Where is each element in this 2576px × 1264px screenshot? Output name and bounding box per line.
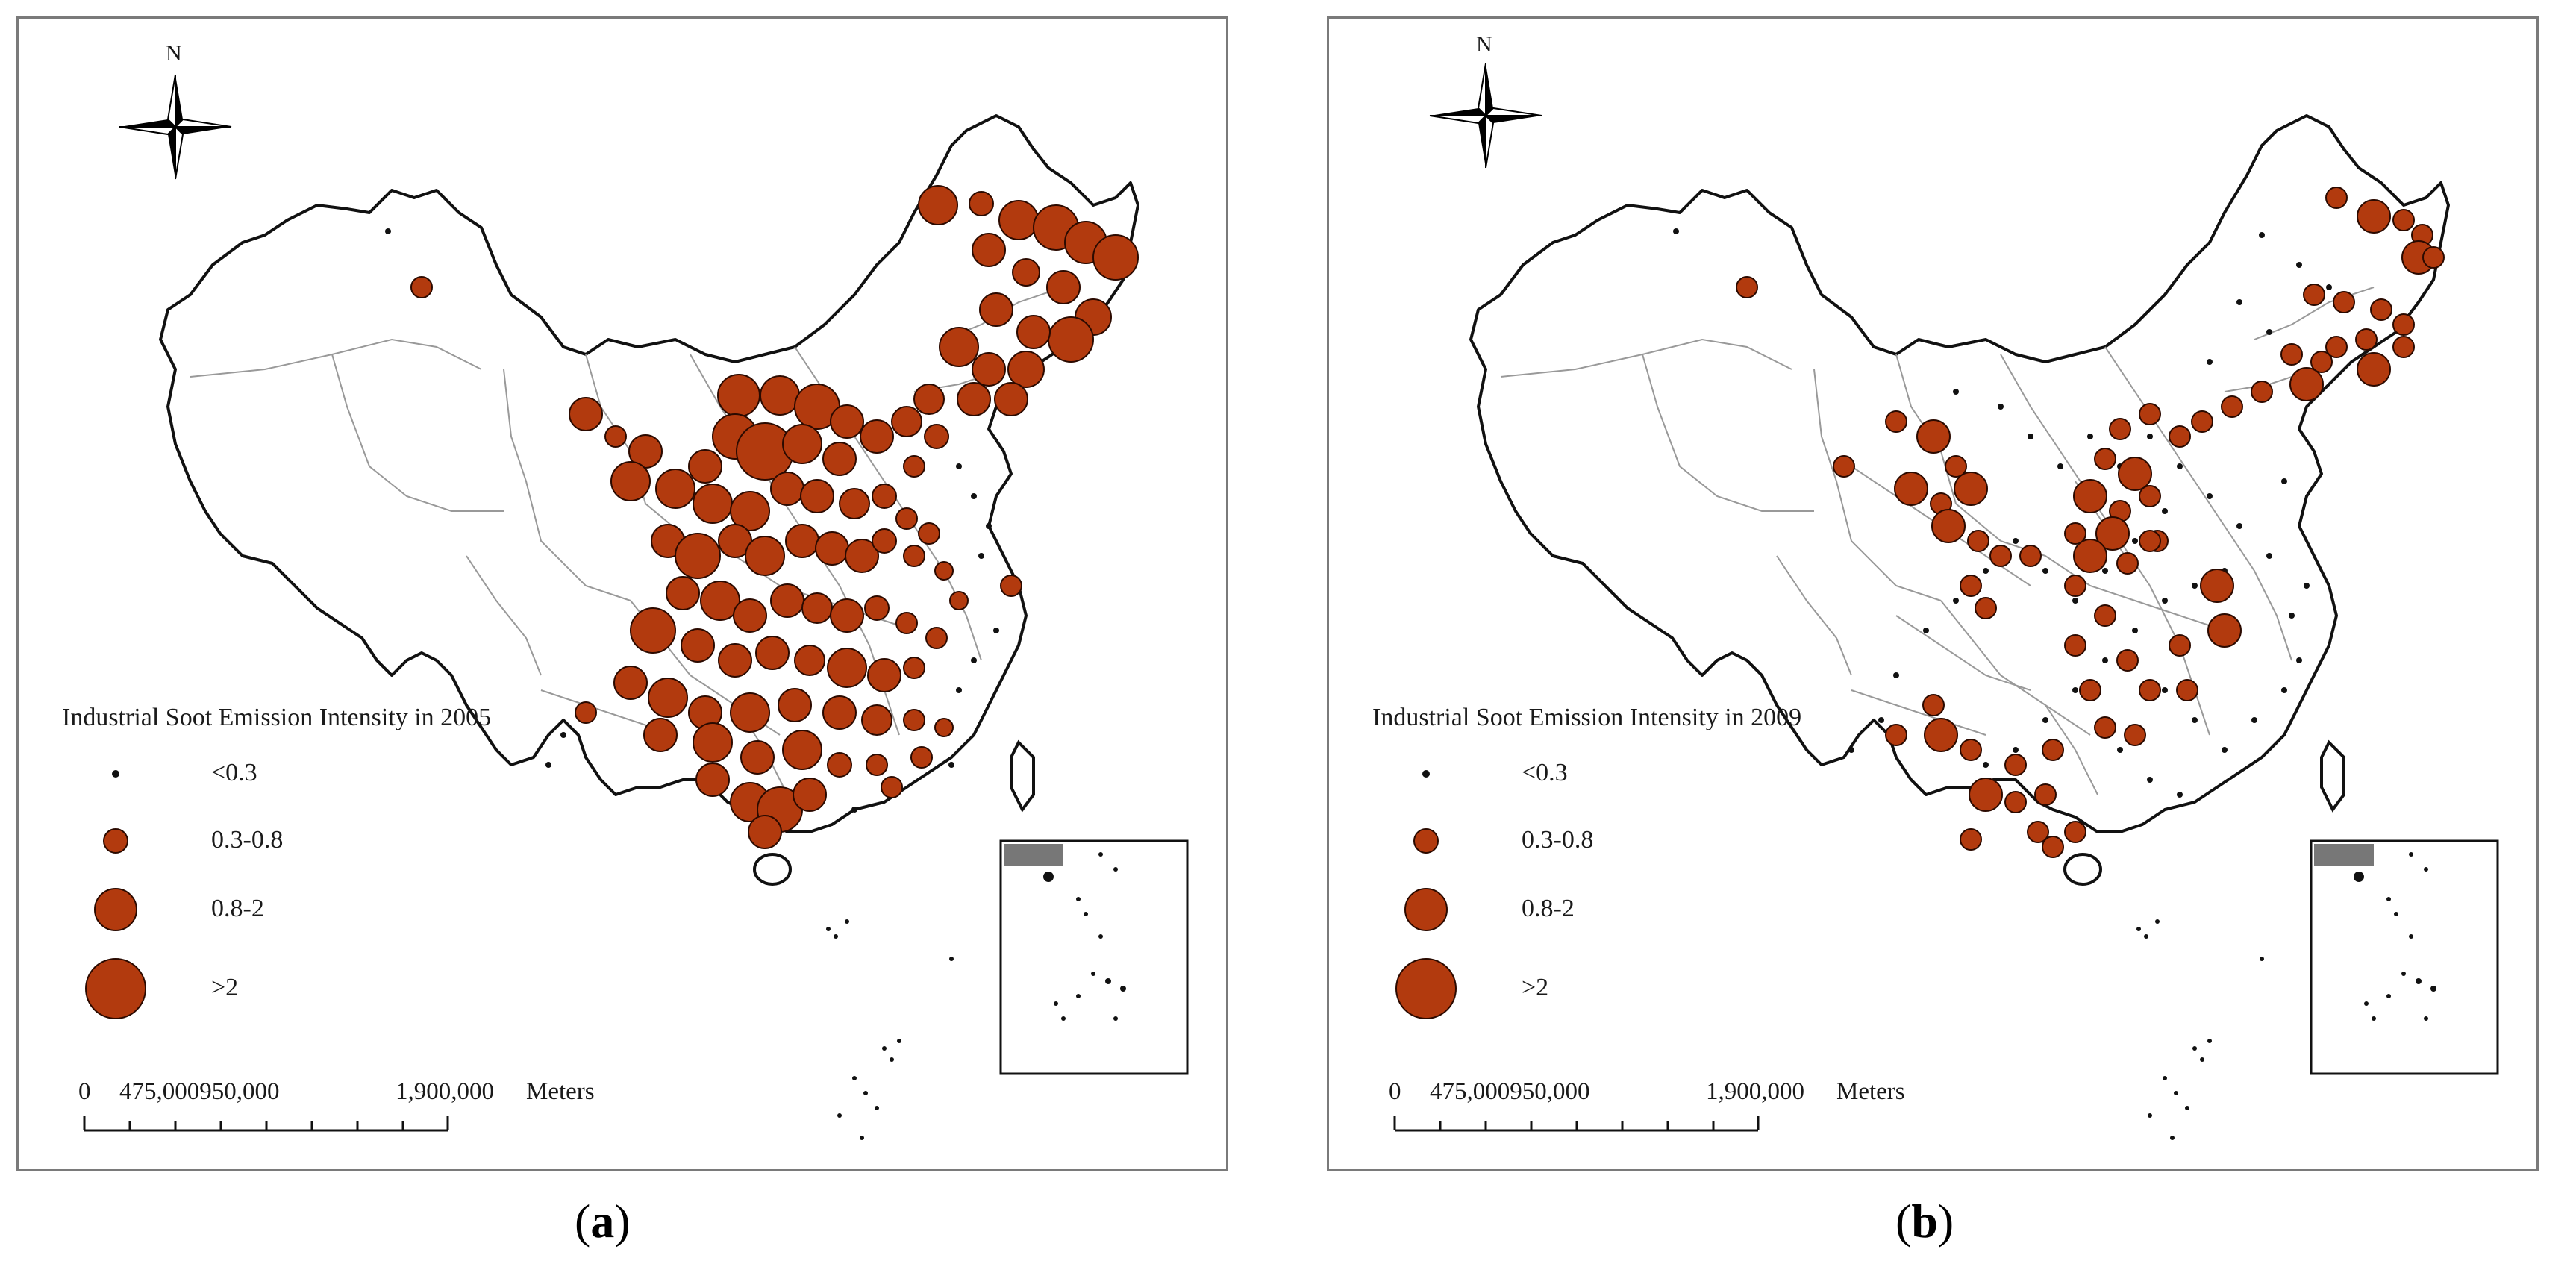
south-sea-islands	[2136, 919, 2264, 1140]
legend-label-4: >2	[1522, 974, 1549, 1001]
legend-symbol-2	[1413, 828, 1439, 854]
legend-label-1: <0.3	[1522, 759, 1568, 786]
legend-label-2: 0.3-0.8	[211, 826, 284, 854]
inset-map	[1004, 844, 1126, 1021]
legend-symbol-1	[112, 770, 119, 778]
legend-title: Industrial Soot Emission Intensity in 20…	[1372, 704, 1802, 731]
inset-map	[2314, 844, 2436, 1021]
map-canvas-a	[83, 74, 1189, 1140]
map-panel-b: N Industrial Soot Emission Intensity in …	[1327, 16, 2539, 1171]
scale-label-zero: 0	[1389, 1078, 1401, 1105]
scale-bar	[1393, 1116, 1760, 1132]
taiwan-island	[2320, 739, 2345, 813]
legend-label-2: 0.3-0.8	[1522, 826, 1594, 854]
scale-label-unit: Meters	[1836, 1078, 1905, 1105]
north-label: N	[1476, 32, 1492, 57]
legend-symbol-4	[1395, 958, 1457, 1019]
legend-symbol-2	[103, 828, 128, 854]
small-symbols	[1673, 228, 2332, 798]
map-canvas-b	[1393, 63, 2499, 1140]
north-arrow-icon	[119, 74, 232, 180]
legend-label-4: >2	[211, 974, 239, 1001]
caption-a: (a)	[575, 1195, 631, 1248]
scale-label-unit: Meters	[526, 1078, 595, 1105]
hainan-island	[2063, 853, 2102, 886]
scale-label-end: 1,900,000	[396, 1078, 494, 1105]
legend-symbol-1	[1422, 770, 1430, 778]
emission-symbols	[410, 185, 1139, 849]
legend-symbol-4	[85, 958, 146, 1019]
legend-label-3: 0.8-2	[1522, 895, 1575, 922]
scale-bar	[83, 1116, 449, 1132]
north-label: N	[166, 41, 182, 66]
caption-b: (b)	[1895, 1195, 1954, 1248]
scale-label-end: 1,900,000	[1706, 1078, 1804, 1105]
legend-label-1: <0.3	[211, 759, 257, 786]
emission-symbols	[1736, 187, 2445, 858]
inset-map-frame	[999, 839, 1189, 1075]
hainan-island	[753, 853, 792, 886]
legend-label-3: 0.8-2	[211, 895, 264, 922]
small-symbols	[385, 228, 999, 813]
legend-title: Industrial Soot Emission Intensity in 20…	[62, 704, 492, 731]
map-panel-a: N Industrial Soot Emission Intensity in …	[16, 16, 1228, 1171]
scale-label-mid: 475,000950,000	[119, 1078, 280, 1105]
scale-label-mid: 475,000950,000	[1430, 1078, 1590, 1105]
legend-symbol-3	[94, 888, 137, 931]
inset-map-frame	[2310, 839, 2499, 1075]
taiwan-island	[1010, 739, 1035, 813]
legend-symbol-3	[1404, 888, 1448, 931]
scale-label-zero: 0	[78, 1078, 91, 1105]
north-arrow-icon	[1429, 63, 1542, 169]
south-sea-islands	[826, 919, 954, 1140]
